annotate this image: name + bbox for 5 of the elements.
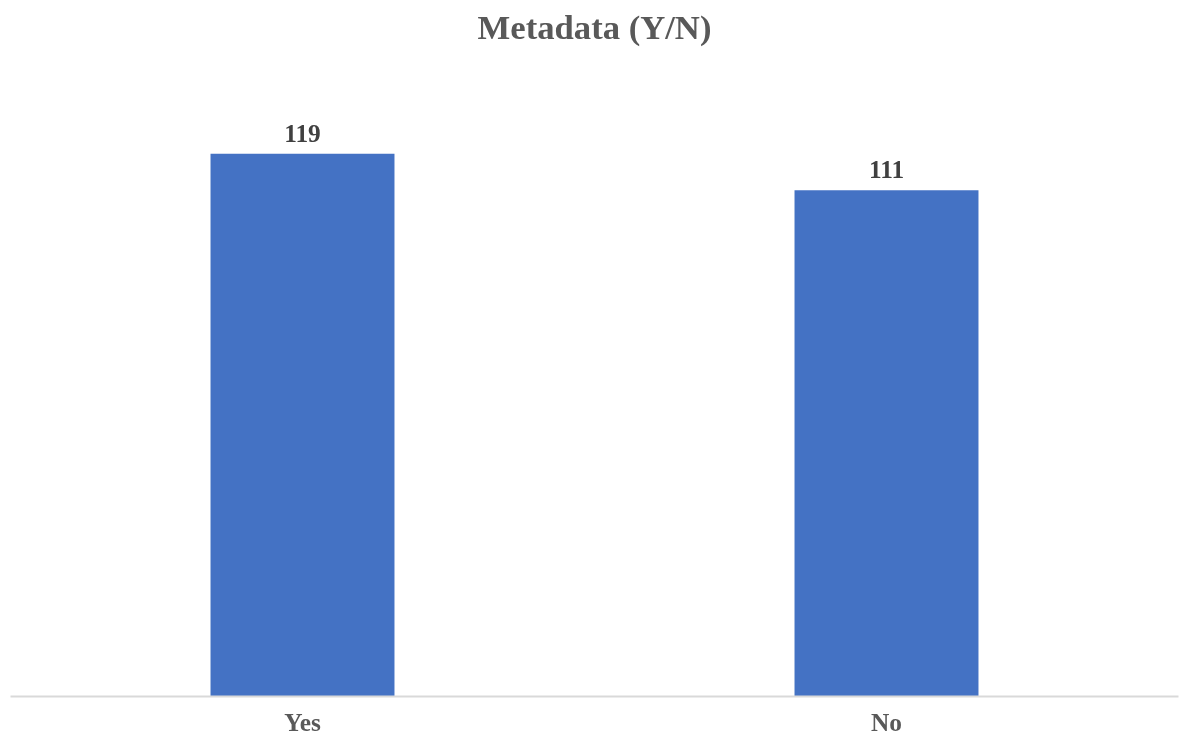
data-label: 119 — [284, 118, 321, 147]
data-label: 111 — [868, 155, 905, 184]
chart-title: Metadata (Y/N) — [477, 7, 712, 47]
x-tick-label: Yes — [284, 707, 321, 736]
x-tick-label: No — [871, 707, 902, 736]
